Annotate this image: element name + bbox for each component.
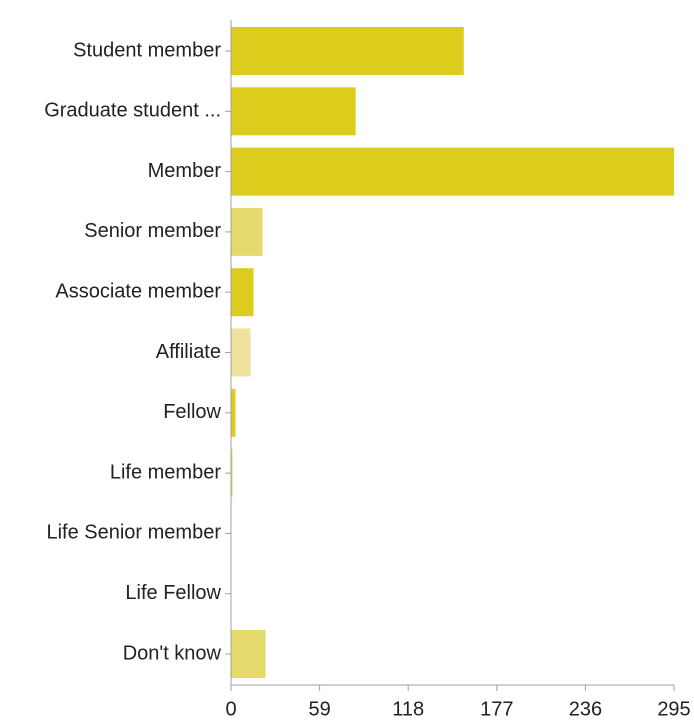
category-label-affiliate: Affiliate [156,341,221,363]
category-label-associate-member: Associate member [55,280,221,302]
x-tick-label: 59 [308,698,330,720]
bars-group [231,27,674,678]
category-label-life-member: Life member [110,461,221,483]
category-label-graduate-student: Graduate student ... [44,100,221,122]
bar-associate-member [231,268,254,317]
bar-fellow [231,388,236,437]
category-labels-group: Student member Graduate student ... Member… [44,39,221,664]
bar-graduate-student [231,87,356,136]
x-tick-label: 0 [225,698,236,720]
x-tick-label: 295 [657,698,690,720]
category-label-member: Member [148,160,222,182]
x-tick-label: 118 [392,698,424,720]
axes-group [225,20,675,691]
bar-affiliate [231,328,251,377]
bar-member [231,147,674,196]
bar-life-member [231,449,233,498]
category-label-life-fellow: Life Fellow [125,582,221,604]
bar-senior-member [231,207,263,256]
category-label-student-member: Student member [73,39,221,61]
x-tick-labels-group: 0 59 118 177 236 295 [225,698,690,720]
category-label-life-senior-member: Life Senior member [46,522,221,544]
category-label-senior-member: Senior member [84,220,221,242]
category-label-fellow: Fellow [163,401,221,423]
x-tick-label: 236 [569,698,602,720]
x-tick-label: 177 [480,698,513,720]
bar-don-t-know [231,630,266,678]
bar-student-member [231,27,464,75]
category-label-don-t-know: Don't know [123,642,222,664]
